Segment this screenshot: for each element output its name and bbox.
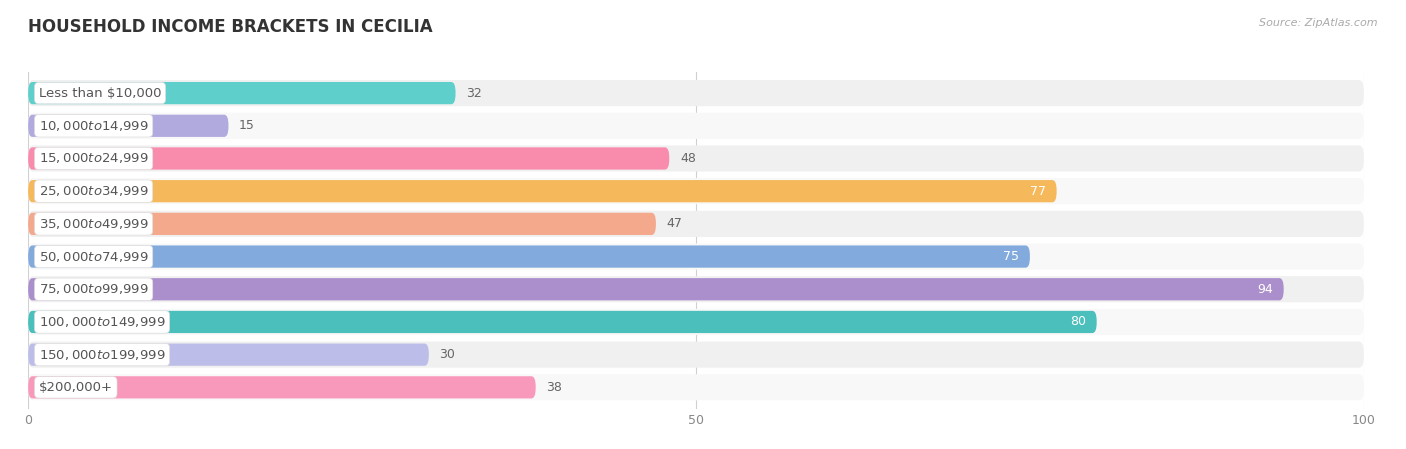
FancyBboxPatch shape xyxy=(28,278,1284,300)
Text: 38: 38 xyxy=(547,381,562,394)
FancyBboxPatch shape xyxy=(28,309,1364,335)
Text: $75,000 to $99,999: $75,000 to $99,999 xyxy=(39,282,149,296)
FancyBboxPatch shape xyxy=(28,343,429,366)
Text: HOUSEHOLD INCOME BRACKETS IN CECILIA: HOUSEHOLD INCOME BRACKETS IN CECILIA xyxy=(28,18,433,36)
FancyBboxPatch shape xyxy=(28,178,1364,204)
FancyBboxPatch shape xyxy=(28,374,1364,401)
Text: 32: 32 xyxy=(467,87,482,100)
FancyBboxPatch shape xyxy=(28,82,456,104)
Text: Source: ZipAtlas.com: Source: ZipAtlas.com xyxy=(1260,18,1378,28)
Text: 15: 15 xyxy=(239,119,254,132)
FancyBboxPatch shape xyxy=(28,147,669,170)
Text: 47: 47 xyxy=(666,217,682,230)
Text: $10,000 to $14,999: $10,000 to $14,999 xyxy=(39,119,149,133)
Text: 77: 77 xyxy=(1031,185,1046,198)
FancyBboxPatch shape xyxy=(28,276,1364,302)
FancyBboxPatch shape xyxy=(28,311,1097,333)
Text: $25,000 to $34,999: $25,000 to $34,999 xyxy=(39,184,149,198)
FancyBboxPatch shape xyxy=(28,213,655,235)
FancyBboxPatch shape xyxy=(28,376,536,398)
FancyBboxPatch shape xyxy=(28,180,1057,202)
FancyBboxPatch shape xyxy=(28,145,1364,172)
Text: 94: 94 xyxy=(1257,283,1272,296)
Text: $35,000 to $49,999: $35,000 to $49,999 xyxy=(39,217,149,231)
Text: $100,000 to $149,999: $100,000 to $149,999 xyxy=(39,315,166,329)
FancyBboxPatch shape xyxy=(28,80,1364,106)
FancyBboxPatch shape xyxy=(28,246,1029,268)
FancyBboxPatch shape xyxy=(28,211,1364,237)
Text: 30: 30 xyxy=(440,348,456,361)
FancyBboxPatch shape xyxy=(28,342,1364,368)
Text: 75: 75 xyxy=(1004,250,1019,263)
Text: $50,000 to $74,999: $50,000 to $74,999 xyxy=(39,250,149,264)
Text: $200,000+: $200,000+ xyxy=(39,381,112,394)
Text: 48: 48 xyxy=(681,152,696,165)
FancyBboxPatch shape xyxy=(28,243,1364,270)
Text: $150,000 to $199,999: $150,000 to $199,999 xyxy=(39,348,166,361)
Text: 80: 80 xyxy=(1070,316,1085,329)
Text: $15,000 to $24,999: $15,000 to $24,999 xyxy=(39,151,149,166)
Text: Less than $10,000: Less than $10,000 xyxy=(39,87,162,100)
FancyBboxPatch shape xyxy=(28,114,229,137)
FancyBboxPatch shape xyxy=(28,113,1364,139)
